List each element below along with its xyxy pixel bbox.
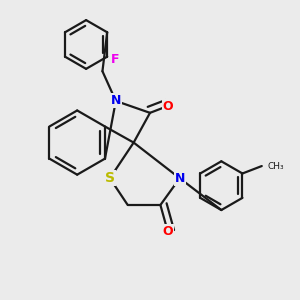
Text: S: S [105, 171, 115, 185]
Text: N: N [175, 172, 185, 185]
Text: F: F [110, 53, 119, 66]
Text: O: O [163, 100, 173, 112]
Text: CH₃: CH₃ [267, 162, 284, 171]
Text: N: N [111, 94, 121, 107]
Text: O: O [163, 225, 173, 238]
